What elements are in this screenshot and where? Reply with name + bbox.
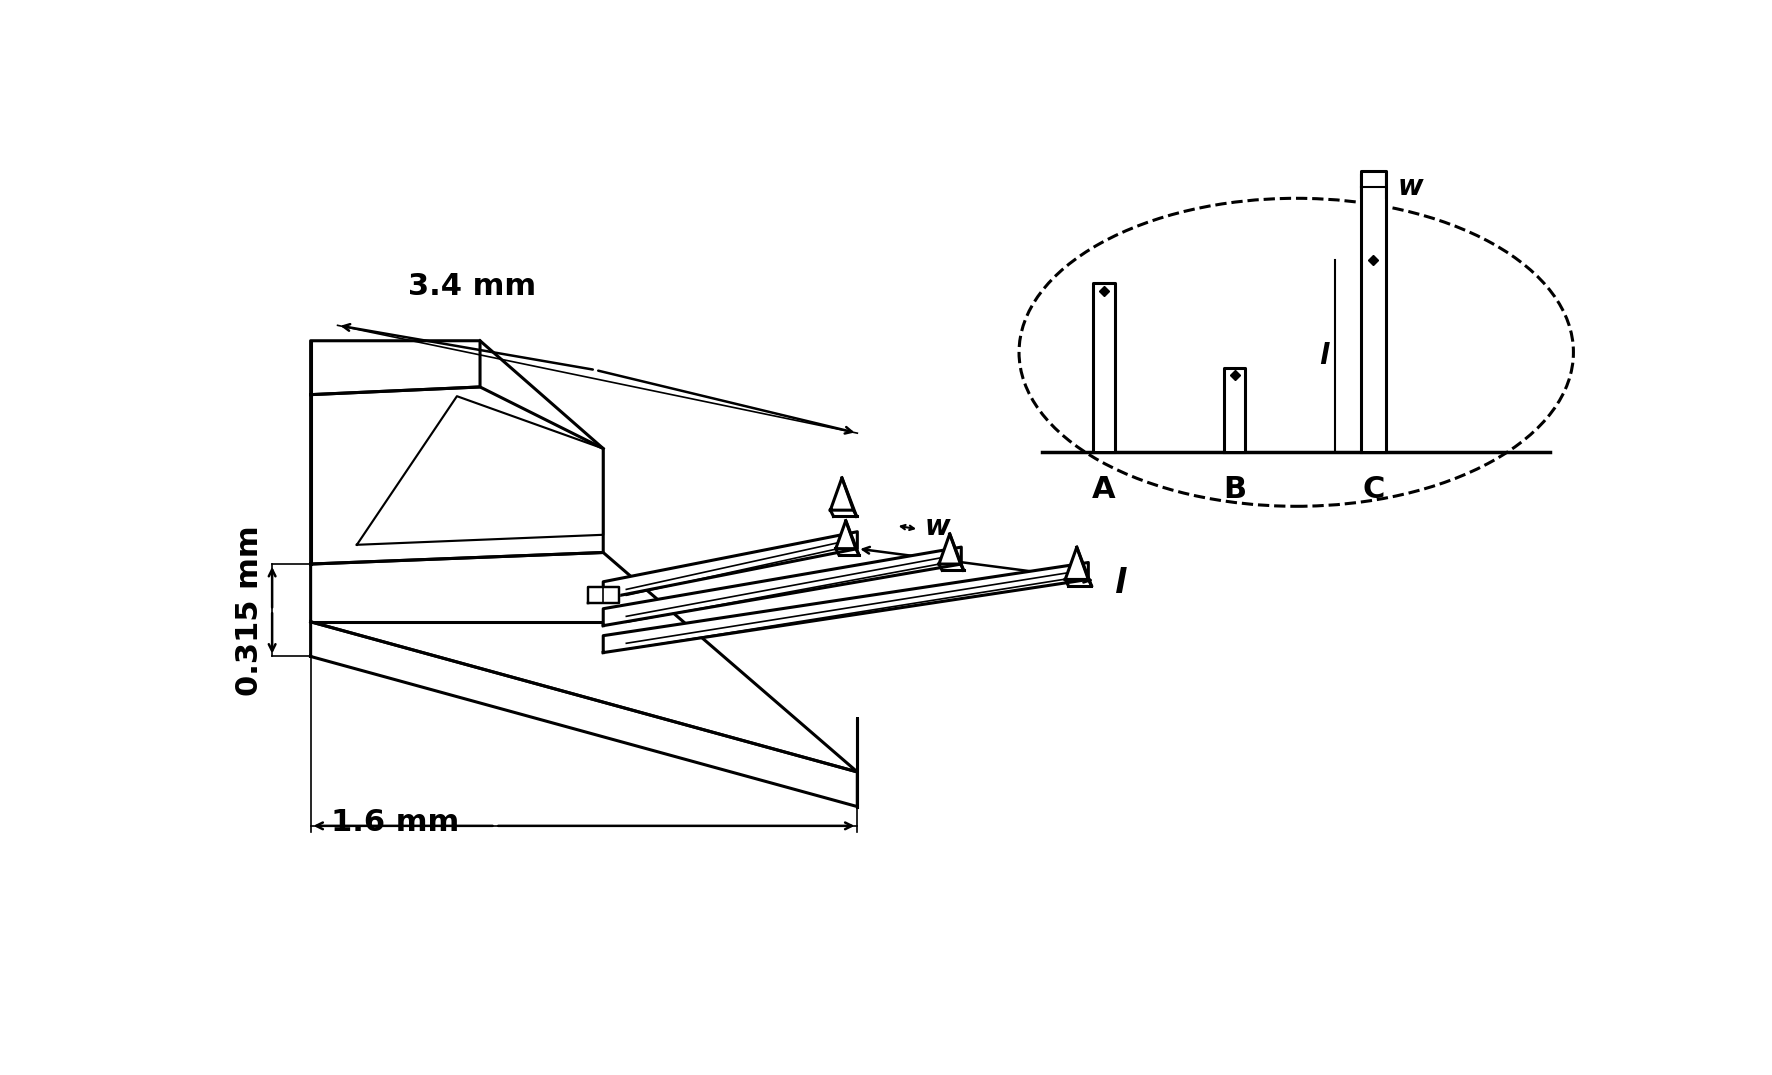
- Polygon shape: [310, 341, 480, 395]
- Text: C: C: [1363, 475, 1384, 504]
- Text: B: B: [1223, 475, 1246, 504]
- Polygon shape: [1093, 283, 1115, 453]
- Polygon shape: [602, 547, 960, 626]
- Text: w: w: [1396, 173, 1423, 201]
- Polygon shape: [1224, 368, 1246, 453]
- Text: 3.4 mm: 3.4 mm: [408, 272, 537, 301]
- Polygon shape: [602, 562, 1088, 653]
- Polygon shape: [310, 621, 858, 806]
- Polygon shape: [1065, 547, 1088, 579]
- Text: l: l: [1318, 342, 1329, 370]
- Text: 0.315 mm: 0.315 mm: [234, 525, 264, 696]
- Polygon shape: [831, 477, 854, 511]
- Polygon shape: [602, 532, 858, 599]
- Text: A: A: [1092, 475, 1116, 504]
- Polygon shape: [1361, 171, 1386, 453]
- Polygon shape: [939, 534, 960, 564]
- Polygon shape: [310, 387, 602, 564]
- Polygon shape: [588, 587, 618, 603]
- Text: 1.6 mm: 1.6 mm: [331, 808, 459, 837]
- Text: w: w: [925, 513, 952, 541]
- Text: l: l: [1115, 567, 1127, 600]
- Polygon shape: [836, 520, 856, 548]
- Polygon shape: [310, 553, 858, 772]
